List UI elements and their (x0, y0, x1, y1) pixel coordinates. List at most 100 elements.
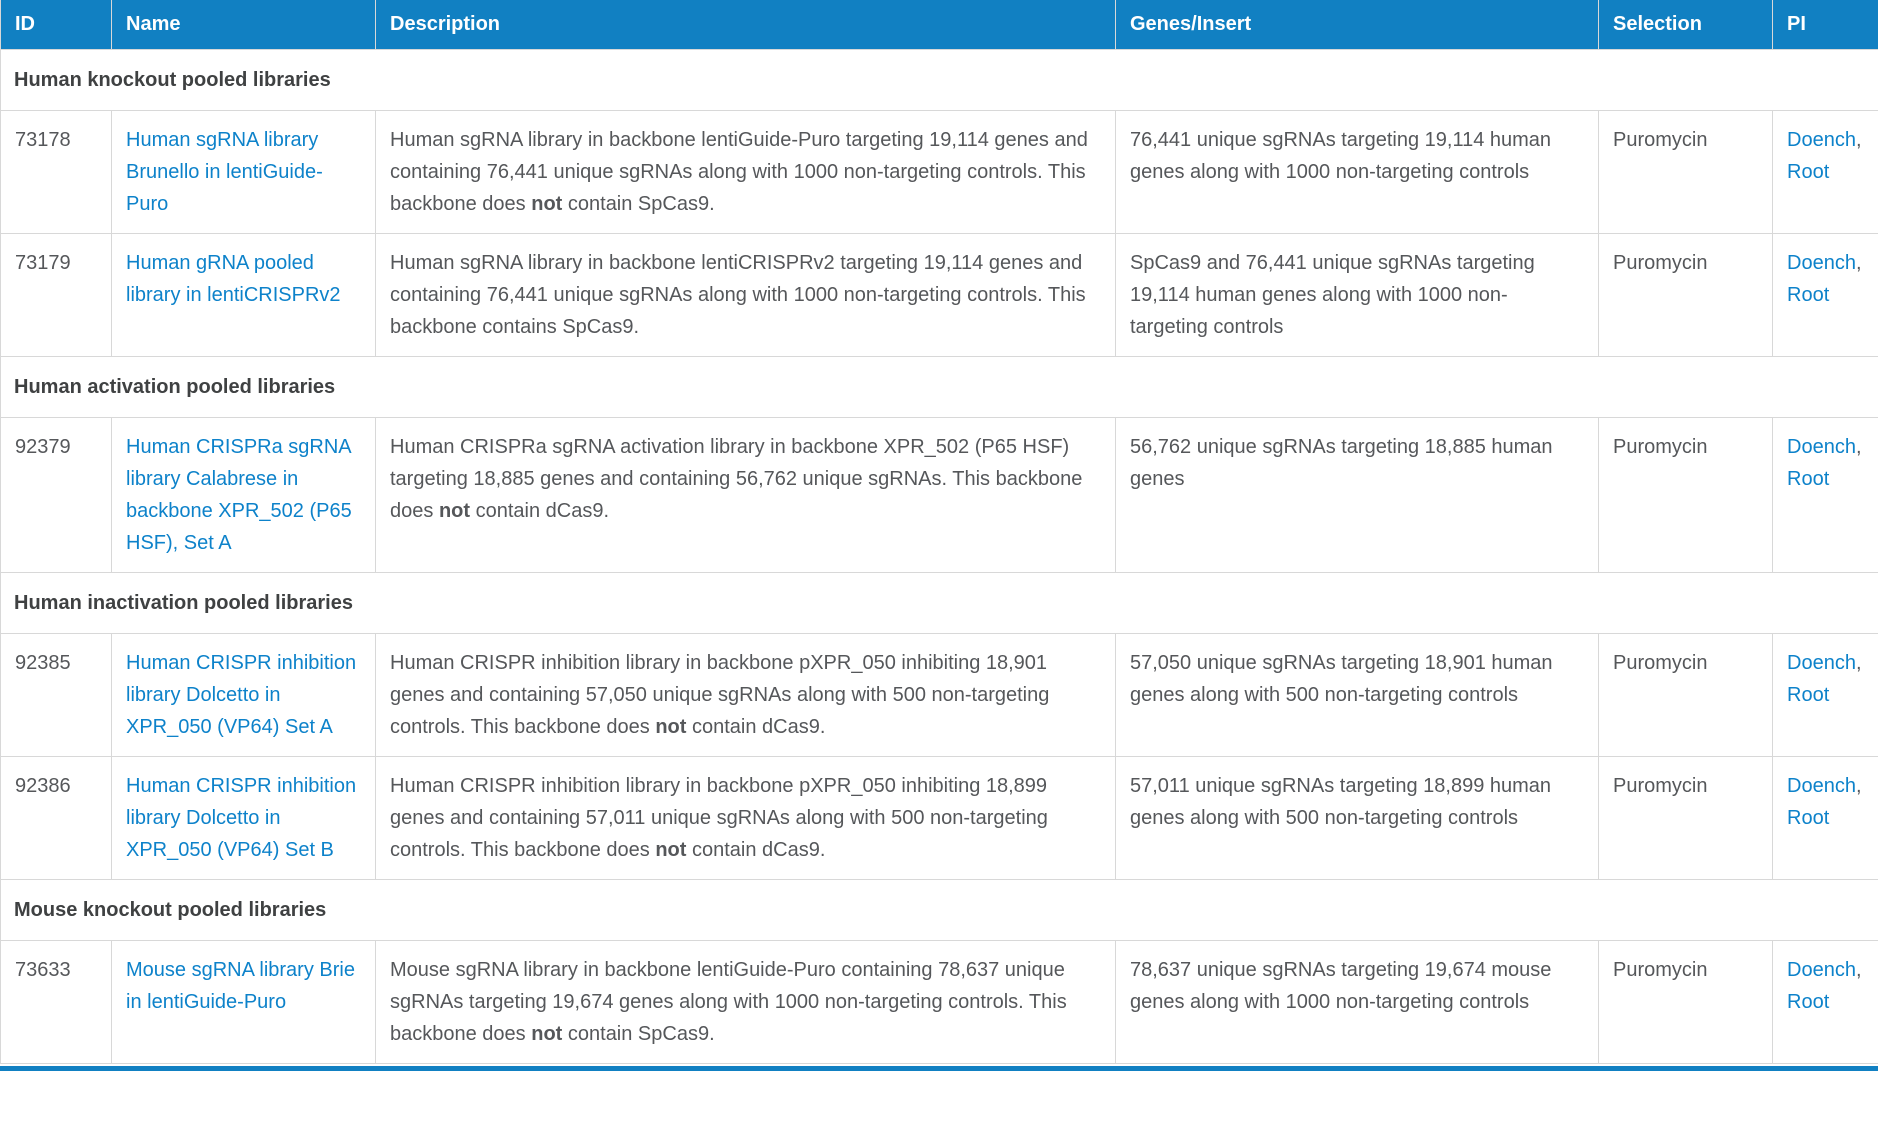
library-row-92379: 92379 Human CRISPRa sgRNA library Calabr… (0, 417, 1878, 573)
pi-link[interactable]: Doench (1787, 959, 1856, 981)
section-title: Human activation pooled libraries (0, 356, 1878, 418)
selection-cell: Puromycin (1598, 417, 1773, 573)
library-name-cell: Human CRISPRa sgRNA library Calabrese in… (111, 417, 376, 573)
pooled-libraries-page: ID Name Description Genes/Insert Selecti… (0, 0, 1878, 1071)
pi-cell: Doench, Root (1772, 756, 1878, 880)
description-text: contain SpCas9. (562, 193, 715, 215)
description-bold-text: not (531, 193, 563, 215)
column-header-id: ID (0, 0, 112, 50)
column-header-selection: Selection (1598, 0, 1773, 50)
pi-separator: , (1855, 959, 1862, 981)
table-header-row: ID Name Description Genes/Insert Selecti… (0, 0, 1878, 50)
library-name-cell: Human gRNA pooled library in lentiCRISPR… (111, 233, 376, 357)
library-name-link[interactable]: Human sgRNA library Brunello in lentiGui… (126, 129, 323, 215)
library-row-92385: 92385 Human CRISPR inhibition library Do… (0, 633, 1878, 757)
table-header: ID Name Description Genes/Insert Selecti… (0, 0, 1878, 50)
library-row-73178: 73178 Human sgRNA library Brunello in le… (0, 110, 1878, 234)
description-text: contain SpCas9. (562, 1023, 715, 1045)
table-body: Human knockout pooled libraries 73178 Hu… (0, 49, 1878, 1064)
section-row-mouse-knockout: Mouse knockout pooled libraries (0, 879, 1878, 941)
pi-link[interactable]: Root (1787, 284, 1830, 306)
section-row-human-knockout: Human knockout pooled libraries (0, 49, 1878, 111)
library-id-cell: 92379 (0, 417, 112, 573)
selection-cell: Puromycin (1598, 756, 1773, 880)
library-description-cell: Human CRISPR inhibition library in backb… (375, 633, 1116, 757)
selection-cell: Puromycin (1598, 110, 1773, 234)
pi-link[interactable]: Doench (1787, 252, 1856, 274)
description-text: Human sgRNA library in backbone lentiGui… (390, 129, 1088, 215)
pi-link[interactable]: Root (1787, 468, 1830, 490)
section-row-human-inactivation: Human inactivation pooled libraries (0, 572, 1878, 634)
pi-cell: Doench, Root (1772, 417, 1878, 573)
pi-cell: Doench, Root (1772, 940, 1878, 1064)
description-bold-text: not (531, 1023, 563, 1045)
column-header-genes-insert: Genes/Insert (1115, 0, 1599, 50)
description-text: contain dCas9. (686, 839, 826, 861)
library-description-cell: Human sgRNA library in backbone lentiCRI… (375, 233, 1116, 357)
description-text: Mouse sgRNA library in backbone lentiGui… (390, 959, 1067, 1045)
library-row-73633: 73633 Mouse sgRNA library Brie in lentiG… (0, 940, 1878, 1064)
library-description-cell: Human CRISPR inhibition library in backb… (375, 756, 1116, 880)
genes-insert-cell: 78,637 unique sgRNAs targeting 19,674 mo… (1115, 940, 1599, 1064)
library-name-cell: Human sgRNA library Brunello in lentiGui… (111, 110, 376, 234)
library-name-cell: Human CRISPR inhibition library Dolcetto… (111, 633, 376, 757)
library-name-link[interactable]: Mouse sgRNA library Brie in lentiGuide-P… (126, 959, 355, 1013)
pi-link[interactable]: Root (1787, 991, 1830, 1013)
library-id-cell: 73179 (0, 233, 112, 357)
library-id-cell: 92386 (0, 756, 112, 880)
genes-insert-cell: SpCas9 and 76,441 unique sgRNAs targetin… (1115, 233, 1599, 357)
description-text: Human sgRNA library in backbone lentiCRI… (390, 252, 1086, 338)
selection-cell: Puromycin (1598, 233, 1773, 357)
pi-link[interactable]: Root (1787, 807, 1830, 829)
section-row-human-activation: Human activation pooled libraries (0, 356, 1878, 418)
pi-separator: , (1855, 436, 1862, 458)
pi-link[interactable]: Doench (1787, 652, 1856, 674)
pi-link[interactable]: Root (1787, 684, 1830, 706)
pi-cell: Doench, Root (1772, 233, 1878, 357)
library-id-cell: 73178 (0, 110, 112, 234)
pi-link[interactable]: Doench (1787, 129, 1856, 151)
library-row-73179: 73179 Human gRNA pooled library in lenti… (0, 233, 1878, 357)
genes-insert-cell: 56,762 unique sgRNAs targeting 18,885 hu… (1115, 417, 1599, 573)
library-row-92386: 92386 Human CRISPR inhibition library Do… (0, 756, 1878, 880)
pi-link[interactable]: Doench (1787, 775, 1856, 797)
column-header-name: Name (111, 0, 376, 50)
next-table-header-edge (0, 1066, 1878, 1071)
section-title: Human inactivation pooled libraries (0, 572, 1878, 634)
genes-insert-cell: 57,050 unique sgRNAs targeting 18,901 hu… (1115, 633, 1599, 757)
description-bold-text: not (438, 500, 471, 522)
genes-insert-cell: 76,441 unique sgRNAs targeting 19,114 hu… (1115, 110, 1599, 234)
library-description-cell: Human sgRNA library in backbone lentiGui… (375, 110, 1116, 234)
column-header-pi: PI (1772, 0, 1878, 50)
description-text: Human CRISPR inhibition library in backb… (390, 775, 1048, 861)
library-name-cell: Mouse sgRNA library Brie in lentiGuide-P… (111, 940, 376, 1064)
library-id-cell: 92385 (0, 633, 112, 757)
pi-cell: Doench, Root (1772, 110, 1878, 234)
description-bold-text: not (655, 839, 687, 861)
pi-separator: , (1855, 252, 1862, 274)
library-name-link[interactable]: Human CRISPR inhibition library Dolcetto… (126, 652, 357, 738)
pi-cell: Doench, Root (1772, 633, 1878, 757)
section-title: Mouse knockout pooled libraries (0, 879, 1878, 941)
pi-link[interactable]: Root (1787, 161, 1830, 183)
description-text: contain dCas9. (470, 500, 610, 522)
library-name-link[interactable]: Human CRISPR inhibition library Dolcetto… (126, 775, 357, 861)
description-text: Human CRISPRa sgRNA activation library i… (390, 436, 1083, 522)
pi-separator: , (1855, 775, 1862, 797)
library-name-link[interactable]: Human gRNA pooled library in lentiCRISPR… (126, 252, 341, 306)
pi-link[interactable]: Doench (1787, 436, 1856, 458)
description-bold-text: not (655, 716, 687, 738)
library-description-cell: Mouse sgRNA library in backbone lentiGui… (375, 940, 1116, 1064)
library-name-link[interactable]: Human CRISPRa sgRNA library Calabrese in… (126, 436, 352, 554)
library-id-cell: 73633 (0, 940, 112, 1064)
pooled-libraries-table: ID Name Description Genes/Insert Selecti… (0, 0, 1878, 1064)
description-text: Human CRISPR inhibition library in backb… (390, 652, 1050, 738)
pi-separator: , (1855, 129, 1862, 151)
pi-separator: , (1855, 652, 1862, 674)
selection-cell: Puromycin (1598, 940, 1773, 1064)
column-header-description: Description (375, 0, 1116, 50)
description-text: contain dCas9. (686, 716, 826, 738)
library-name-cell: Human CRISPR inhibition library Dolcetto… (111, 756, 376, 880)
genes-insert-cell: 57,011 unique sgRNAs targeting 18,899 hu… (1115, 756, 1599, 880)
library-description-cell: Human CRISPRa sgRNA activation library i… (375, 417, 1116, 573)
